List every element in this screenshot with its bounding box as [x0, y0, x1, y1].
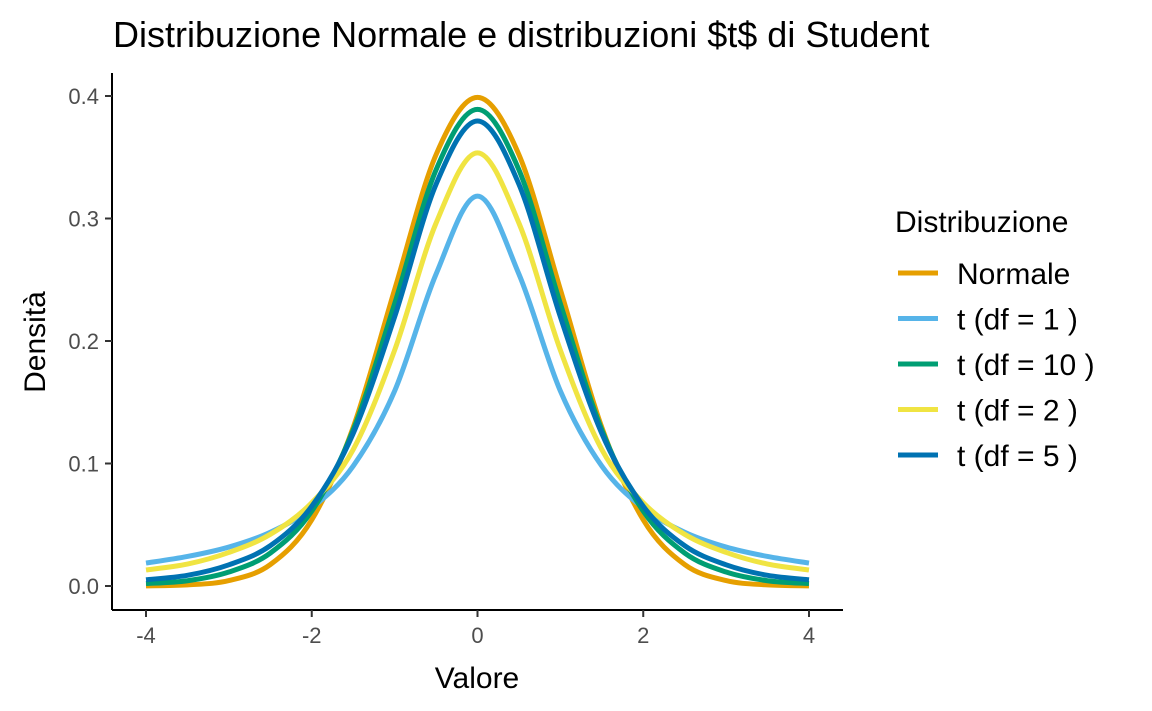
x-axis-title: Valore	[435, 662, 520, 695]
y-axis-title: Densità	[19, 291, 52, 393]
y-tick-label: 0.4	[68, 84, 99, 109]
series-line-1	[145, 193, 810, 566]
series-line-4	[145, 118, 810, 583]
x-tick-label: 2	[637, 623, 649, 648]
x-ticks: -4 -2 0 2 4	[136, 610, 815, 648]
y-tick-label: 0.2	[68, 329, 99, 354]
legend: Distribuzione Normale t (df = 1 ) t (df = …	[895, 206, 1095, 473]
legend-label: t (df = 2 )	[957, 395, 1078, 428]
legend-label: t (df = 10 )	[957, 349, 1095, 382]
series-lines	[145, 94, 810, 589]
y-ticks: 0.0 0.1 0.2 0.3 0.4	[68, 84, 112, 599]
y-tick-label: 0.0	[68, 574, 99, 599]
y-tick-label: 0.1	[68, 452, 99, 477]
legend-items: Normale t (df = 1 ) t (df = 10 ) t (df = 2 …	[898, 258, 1095, 473]
chart-title: Distribuzione Normale e distribuzioni $t…	[113, 14, 929, 55]
series-line-3	[145, 150, 810, 573]
x-tick-label: 4	[803, 623, 815, 648]
x-tick-label: -2	[302, 623, 322, 648]
plot-panel: 0.0 0.1 0.2 0.3 0.4 -4 -2 0 2 4	[68, 73, 843, 648]
series-line-2	[145, 106, 810, 587]
x-tick-label: 0	[471, 623, 483, 648]
y-tick-label: 0.3	[68, 207, 99, 232]
x-tick-label: -4	[136, 623, 156, 648]
series-line-0	[145, 94, 810, 589]
legend-label: t (df = 1 )	[957, 304, 1078, 337]
legend-label: t (df = 5 )	[957, 440, 1078, 473]
legend-label: Normale	[957, 258, 1070, 291]
legend-title: Distribuzione	[895, 206, 1068, 239]
